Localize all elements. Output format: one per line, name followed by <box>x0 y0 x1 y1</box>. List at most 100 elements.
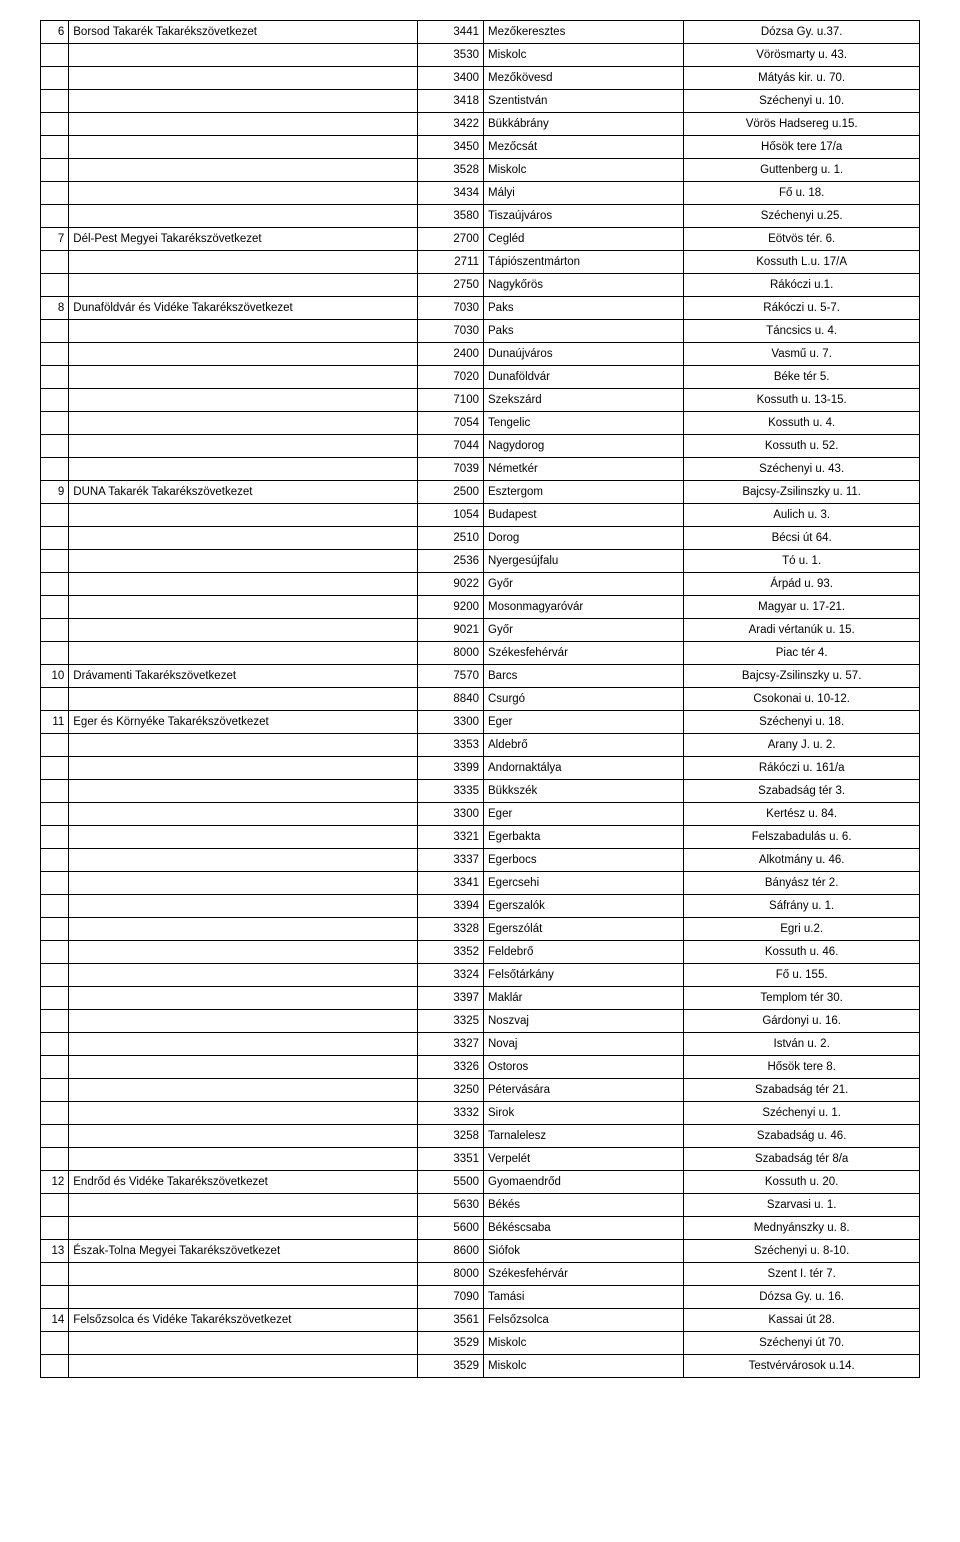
cell-code: 3528 <box>418 159 484 182</box>
cell-idx <box>41 550 69 573</box>
cell-city: Egerbocs <box>484 849 684 872</box>
table-row: 6Borsod Takarék Takarékszövetkezet3441Me… <box>41 21 920 44</box>
cell-addr: Templom tér 30. <box>684 987 920 1010</box>
cell-idx <box>41 251 69 274</box>
cell-org <box>69 803 418 826</box>
cell-code: 3352 <box>418 941 484 964</box>
cell-org <box>69 1033 418 1056</box>
cell-addr: Széchenyi u. 10. <box>684 90 920 113</box>
cell-addr: Eötvös tér. 6. <box>684 228 920 251</box>
cell-code: 2510 <box>418 527 484 550</box>
cell-code: 2750 <box>418 274 484 297</box>
cell-addr: Csokonai u. 10-12. <box>684 688 920 711</box>
cell-code: 1054 <box>418 504 484 527</box>
table-row: 3529MiskolcTestvérvárosok u.14. <box>41 1355 920 1378</box>
cell-org <box>69 67 418 90</box>
table-row: 3528MiskolcGuttenberg u. 1. <box>41 159 920 182</box>
cell-addr: Béke tér 5. <box>684 366 920 389</box>
cell-idx <box>41 159 69 182</box>
table-row: 3399AndornaktályaRákóczi u. 161/a <box>41 757 920 780</box>
cell-org <box>69 527 418 550</box>
cell-city: Mezőkeresztes <box>484 21 684 44</box>
cell-addr: Bécsi út 64. <box>684 527 920 550</box>
table-row: 3422BükkábrányVörös Hadsereg u.15. <box>41 113 920 136</box>
table-row: 3434MályiFő u. 18. <box>41 182 920 205</box>
cell-idx <box>41 688 69 711</box>
cell-addr: Testvérvárosok u.14. <box>684 1355 920 1378</box>
cell-idx: 10 <box>41 665 69 688</box>
cell-idx <box>41 1217 69 1240</box>
cell-code: 8840 <box>418 688 484 711</box>
cell-idx <box>41 389 69 412</box>
cell-addr: Kassai út 28. <box>684 1309 920 1332</box>
cell-city: Siófok <box>484 1240 684 1263</box>
cell-idx <box>41 826 69 849</box>
table-row: 7044NagydorogKossuth u. 52. <box>41 435 920 458</box>
table-row: 3353AldebrőArany J. u. 2. <box>41 734 920 757</box>
cell-code: 9022 <box>418 573 484 596</box>
cell-addr: Vasmű u. 7. <box>684 343 920 366</box>
table-row: 2510DorogBécsi út 64. <box>41 527 920 550</box>
cell-code: 3561 <box>418 1309 484 1332</box>
cell-org <box>69 251 418 274</box>
cell-city: Mályi <box>484 182 684 205</box>
cell-idx <box>41 435 69 458</box>
cell-code: 3529 <box>418 1355 484 1378</box>
cell-org <box>69 550 418 573</box>
cell-idx: 7 <box>41 228 69 251</box>
cell-idx <box>41 734 69 757</box>
cell-idx <box>41 1056 69 1079</box>
table-row: 14Felsőzsolca és Vidéke Takarékszövetkez… <box>41 1309 920 1332</box>
cell-code: 3351 <box>418 1148 484 1171</box>
cell-idx <box>41 527 69 550</box>
cell-org <box>69 895 418 918</box>
cell-org <box>69 1355 418 1378</box>
table-row: 9022GyőrÁrpád u. 93. <box>41 573 920 596</box>
cell-code: 3418 <box>418 90 484 113</box>
cell-idx <box>41 780 69 803</box>
cell-org <box>69 642 418 665</box>
cell-org <box>69 458 418 481</box>
cell-code: 7570 <box>418 665 484 688</box>
cell-idx <box>41 1332 69 1355</box>
cell-code: 3250 <box>418 1079 484 1102</box>
cell-city: Mezőcsát <box>484 136 684 159</box>
cell-code: 5630 <box>418 1194 484 1217</box>
cell-city: Sirok <box>484 1102 684 1125</box>
table-row: 8840CsurgóCsokonai u. 10-12. <box>41 688 920 711</box>
cell-city: Németkér <box>484 458 684 481</box>
cell-addr: Rákóczi u. 5-7. <box>684 297 920 320</box>
cell-org <box>69 205 418 228</box>
cell-org <box>69 182 418 205</box>
cell-code: 3258 <box>418 1125 484 1148</box>
cell-city: Feldebrő <box>484 941 684 964</box>
cell-org <box>69 964 418 987</box>
cell-idx <box>41 757 69 780</box>
cell-code: 3321 <box>418 826 484 849</box>
cell-addr: Aulich u. 3. <box>684 504 920 527</box>
cell-org <box>69 389 418 412</box>
cell-addr: Piac tér 4. <box>684 642 920 665</box>
table-row: 9DUNA Takarék Takarékszövetkezet2500Eszt… <box>41 481 920 504</box>
cell-addr: Kossuth L.u. 17/A <box>684 251 920 274</box>
cell-code: 3328 <box>418 918 484 941</box>
cell-addr: Fő u. 18. <box>684 182 920 205</box>
cell-code: 2400 <box>418 343 484 366</box>
cell-addr: Bajcsy-Zsilinszky u. 57. <box>684 665 920 688</box>
cell-code: 3441 <box>418 21 484 44</box>
cell-idx: 8 <box>41 297 69 320</box>
cell-city: Verpelét <box>484 1148 684 1171</box>
cell-addr: Széchenyi u.25. <box>684 205 920 228</box>
cell-code: 3325 <box>418 1010 484 1033</box>
table-row: 5630BékésSzarvasi u. 1. <box>41 1194 920 1217</box>
cell-code: 3327 <box>418 1033 484 1056</box>
table-row: 8000SzékesfehérvárPiac tér 4. <box>41 642 920 665</box>
cell-org <box>69 734 418 757</box>
cell-idx <box>41 573 69 596</box>
table-row: 7039NémetkérSzéchenyi u. 43. <box>41 458 920 481</box>
cell-code: 3300 <box>418 711 484 734</box>
cell-code: 8000 <box>418 642 484 665</box>
cell-code: 8600 <box>418 1240 484 1263</box>
cell-org <box>69 619 418 642</box>
cell-org <box>69 1286 418 1309</box>
